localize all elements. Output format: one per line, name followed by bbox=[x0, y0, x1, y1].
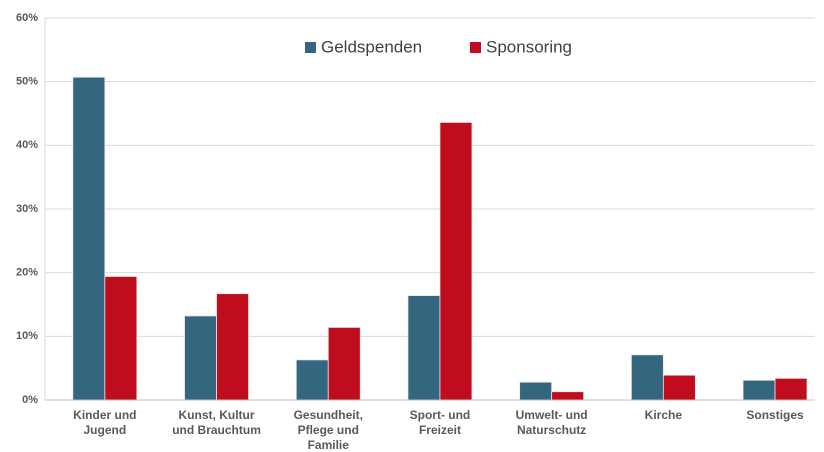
x-tick-label: und Brauchtum bbox=[172, 423, 261, 437]
bar bbox=[439, 122, 473, 401]
bar bbox=[72, 76, 106, 401]
y-tick-label: 20% bbox=[16, 267, 38, 279]
y-tick-label: 10% bbox=[16, 330, 38, 342]
bar bbox=[184, 315, 217, 401]
y-tick-label: 60% bbox=[16, 12, 38, 24]
x-tick-label: Naturschutz bbox=[517, 423, 586, 437]
legend-label: Sponsoring bbox=[486, 37, 572, 56]
x-tick-label: Freizeit bbox=[419, 423, 461, 437]
x-tick-label: Familie bbox=[308, 438, 350, 452]
bar bbox=[295, 359, 329, 401]
bar bbox=[327, 327, 361, 401]
legend-label: Geldspenden bbox=[321, 37, 422, 56]
x-tick-label: Sport- und bbox=[410, 408, 471, 422]
x-tick-label: Umwelt- und bbox=[516, 408, 588, 422]
x-tick-label: Gesundheit, bbox=[294, 408, 363, 422]
x-tick-label: Kinder und bbox=[73, 408, 136, 422]
y-tick-label: 40% bbox=[16, 139, 38, 151]
x-tick-label: Kirche bbox=[645, 408, 683, 422]
x-tick-label: Pflege und bbox=[298, 423, 359, 437]
bar bbox=[104, 276, 138, 401]
y-tick-label: 50% bbox=[16, 76, 38, 88]
bar bbox=[519, 381, 553, 401]
bar bbox=[774, 377, 808, 401]
bar bbox=[407, 295, 441, 401]
bar bbox=[551, 391, 585, 401]
x-tick-label: Jugend bbox=[84, 423, 127, 437]
bar bbox=[662, 374, 696, 401]
bar bbox=[216, 293, 249, 401]
legend-swatch bbox=[470, 42, 481, 53]
x-tick-label: Sonstiges bbox=[746, 408, 804, 422]
bar bbox=[742, 379, 776, 401]
y-tick-label: 30% bbox=[16, 203, 38, 215]
y-tick-label: 0% bbox=[22, 394, 38, 406]
x-tick-label: Kunst, Kultur bbox=[179, 408, 255, 422]
legend-swatch bbox=[305, 42, 316, 53]
bar bbox=[630, 354, 664, 401]
